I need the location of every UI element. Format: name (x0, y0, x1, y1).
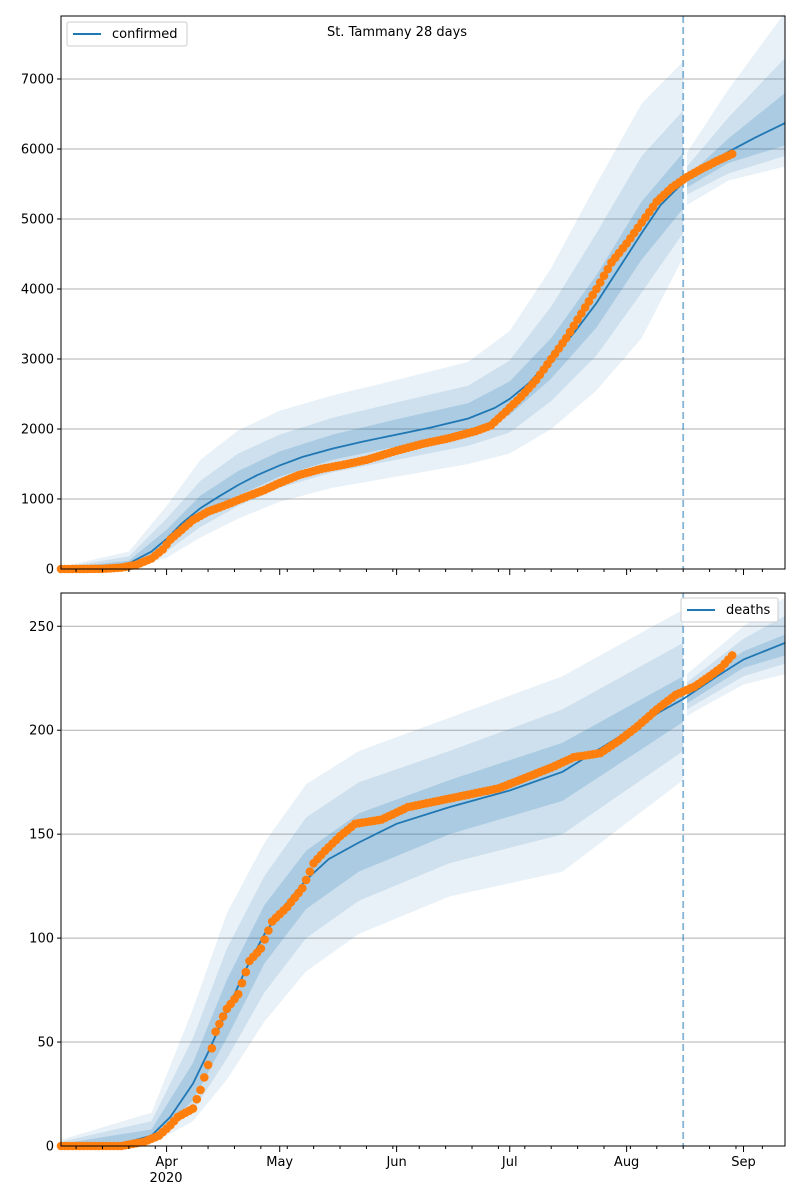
confirmed-observed-point (603, 264, 613, 274)
confirmed-observed-point (569, 321, 579, 331)
confirmed-panel: 0 1000 2000 3000 4000 5000 6000 7000 (21, 12, 786, 578)
deaths-observed-point (188, 1104, 198, 1113)
confirmed-observed-point (599, 271, 609, 281)
x-tick-label: Jul (501, 1155, 518, 1170)
deaths-uncertainty-band-2 (61, 642, 684, 1146)
confirmed-legend: confirmed (66, 21, 188, 47)
deaths-observed-point (727, 651, 737, 660)
confirmed-uncertainty-band-3 (687, 12, 785, 205)
y-tick-label: 7000 (21, 73, 54, 88)
deaths-observed-point (218, 1012, 228, 1021)
deaths-observed-point (196, 1085, 205, 1095)
x-year-label: 2020 (149, 1171, 182, 1186)
deaths-observed-point (298, 883, 307, 893)
confirmed-observed-point (592, 284, 601, 294)
deaths-observed-point (211, 1027, 220, 1036)
deaths-observed-point (203, 1060, 213, 1070)
y-tick-label: 3000 (21, 353, 54, 368)
deaths-uncertainty-band-3 (61, 609, 684, 1146)
deaths-model-line (60, 642, 786, 1147)
y-tick-label: 6000 (21, 143, 54, 158)
x-tick-label: Jun (385, 1155, 406, 1170)
confirmed-observed-point (727, 149, 737, 159)
deaths-observed-point (192, 1094, 202, 1104)
y-tick-label: 200 (29, 724, 54, 739)
y-tick-label: 0 (46, 1140, 54, 1155)
y-tick-label: 2000 (21, 423, 54, 438)
x-tick-label: May (266, 1155, 293, 1170)
deaths-observed-point (200, 1073, 209, 1082)
deaths-observed-point (241, 967, 251, 977)
y-tick-label: 150 (29, 828, 54, 843)
confirmed-model-line (60, 122, 786, 570)
x-tick-label: Sep (731, 1155, 756, 1170)
confirmed-observed-point (595, 278, 605, 287)
y-tick-label: 50 (37, 1036, 54, 1051)
confirmed-uncertainty-band-3 (61, 61, 684, 569)
deaths-observed-point (264, 926, 273, 935)
confirmed-legend-label: confirmed (112, 27, 178, 42)
deaths-observed-point (301, 875, 311, 885)
y-tick-label: 0 (46, 563, 54, 578)
deaths-observed-point (215, 1019, 224, 1029)
y-tick-label: 4000 (21, 283, 54, 298)
x-tick-label: Aug (614, 1155, 639, 1170)
confirmed-plot-frame (60, 15, 786, 570)
deaths-observed-point (233, 989, 243, 999)
y-tick-label: 250 (29, 620, 54, 635)
deaths-legend: deaths (680, 597, 779, 623)
deaths-observed-point (256, 944, 266, 953)
deaths-observed-point (207, 1044, 217, 1053)
y-tick-label: 100 (29, 932, 54, 947)
deaths-panel: 0 50 100 150 200 250 Apr May Jun Jul Aug Sep (29, 592, 786, 1170)
y-tick-label: 1000 (21, 493, 54, 508)
deaths-observed-point (305, 867, 315, 876)
confirmed-uncertainty-band-1 (61, 152, 684, 569)
confirmed-observed-point (584, 297, 594, 306)
x-tick-label: Apr (155, 1155, 178, 1170)
deaths-plot-frame (60, 592, 786, 1147)
deaths-observed-point (237, 978, 247, 988)
deaths-uncertainty-band-2 (687, 615, 785, 710)
confirmed-uncertainty-band-2 (61, 110, 684, 569)
y-tick-label: 5000 (21, 213, 54, 228)
chart-title: St. Tammany 28 days (327, 25, 467, 40)
deaths-observed-point (260, 935, 269, 944)
deaths-legend-label: deaths (726, 603, 771, 618)
